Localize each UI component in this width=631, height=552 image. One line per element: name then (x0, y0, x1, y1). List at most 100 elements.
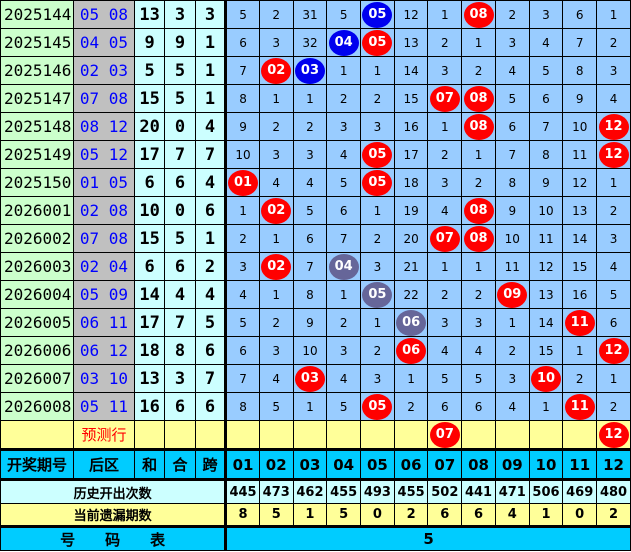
number-cell: 2 (326, 84, 362, 113)
sum-value: 15 (133, 84, 166, 113)
span-value: 1 (194, 28, 228, 57)
number-cell: 1 (360, 56, 395, 85)
missing-count: 2 (596, 503, 631, 527)
table-row: 2025149 05 12 17 7 7 10 3 3 4 05 17 2 1 7 8 11 12 (0, 140, 631, 169)
sum-value: 13 (133, 0, 166, 29)
number-cell: 08 (461, 84, 496, 113)
header-number: 11 (562, 448, 598, 481)
number-cell: 7 (225, 364, 260, 393)
number-cell: 2 (596, 28, 631, 57)
number-cell: 2 (393, 392, 429, 421)
sum-tail: 6 (164, 168, 196, 197)
number-cell: 4 (326, 140, 362, 169)
ball-red: 10 (530, 365, 561, 392)
number-cell: 10 (292, 336, 328, 365)
sum-value: 9 (133, 28, 166, 57)
number-cell: 1 (461, 252, 496, 281)
ball-blue: 05 (362, 1, 393, 28)
span-value: 1 (194, 84, 228, 113)
number-cell: 5 (427, 364, 463, 393)
prediction-cell (494, 420, 530, 450)
number-cell: 1 (596, 0, 631, 29)
empty-cell (164, 420, 196, 450)
number-cell: 6 (427, 392, 463, 421)
header-number: 12 (596, 448, 631, 481)
number-cell: 1 (461, 28, 496, 57)
sum-tail: 3 (164, 0, 196, 29)
issue-number: 2026001 (0, 196, 75, 225)
number-cell: 11 (562, 392, 598, 421)
number-cell: 5 (225, 308, 260, 337)
number-cell: 7 (562, 28, 598, 57)
number-cell: 1 (494, 308, 530, 337)
ball-red: 12 (598, 141, 629, 168)
number-cell: 2 (562, 364, 598, 393)
prediction-cell (528, 420, 564, 450)
header-number: 03 (292, 448, 328, 481)
number-cell: 8 (562, 56, 598, 85)
sum-value: 18 (133, 336, 166, 365)
number-cell: 9 (292, 308, 328, 337)
number-cell: 3 (292, 140, 328, 169)
number-cell: 8 (292, 280, 328, 309)
number-cell: 10 (528, 196, 564, 225)
number-cell: 4 (461, 336, 496, 365)
number-cell: 05 (360, 280, 395, 309)
header-number: 07 (427, 448, 463, 481)
prediction-cell (393, 420, 429, 450)
missing-label: 当前遗漏期数 (0, 503, 228, 527)
number-cell: 6 (461, 392, 496, 421)
number-cell: 1 (360, 196, 395, 225)
number-cell: 15 (528, 336, 564, 365)
history-count: 480 (596, 479, 631, 504)
table-row: 2025147 07 08 15 5 1 8 1 1 2 2 15 07 08 5 6 9 4 (0, 84, 631, 113)
prediction-cell (562, 420, 598, 450)
header-issue: 开奖期号 (0, 448, 75, 481)
number-cell: 1 (427, 252, 463, 281)
issue-number: 2025144 (0, 0, 75, 29)
number-cell: 06 (393, 308, 429, 337)
ball-grey: 06 (396, 309, 427, 336)
span-value: 1 (194, 56, 228, 85)
number-cell: 05 (360, 168, 395, 197)
number-cell: 2 (360, 84, 395, 113)
number-cell: 05 (360, 28, 395, 57)
number-cell: 2 (258, 308, 294, 337)
number-cell: 1 (292, 392, 328, 421)
ball-red: 11 (564, 309, 595, 336)
number-cell: 3 (494, 364, 530, 393)
span-value: 6 (194, 336, 228, 365)
sum-value: 6 (133, 168, 166, 197)
number-cell: 5 (494, 84, 530, 113)
number-cell: 2 (427, 28, 463, 57)
issue-number: 2026005 (0, 308, 75, 337)
number-cell: 1 (461, 140, 496, 169)
number-cell: 13 (528, 280, 564, 309)
ball-grey: 04 (328, 253, 359, 280)
number-cell: 04 (326, 252, 362, 281)
back-numbers: 07 08 (73, 224, 135, 253)
number-cell: 7 (292, 252, 328, 281)
number-cell: 1 (258, 280, 294, 309)
header-tail: 合 (164, 448, 196, 481)
sum-tail: 5 (164, 56, 196, 85)
issue-number: 2025150 (0, 168, 75, 197)
number-cell: 3 (427, 308, 463, 337)
number-cell: 2 (427, 140, 463, 169)
span-value: 5 (194, 308, 228, 337)
number-cell: 11 (528, 224, 564, 253)
number-cell: 1 (596, 364, 631, 393)
prediction-row: 预测行 07 12 (0, 420, 631, 450)
number-cell: 14 (562, 224, 598, 253)
missing-count: 5 (258, 503, 294, 527)
number-cell: 6 (292, 224, 328, 253)
ball-red: 02 (261, 57, 292, 84)
history-count: 502 (427, 479, 463, 504)
ball-red: 08 (463, 197, 494, 224)
number-cell: 12 (528, 252, 564, 281)
history-count: 493 (360, 479, 395, 504)
number-cell: 6 (225, 28, 260, 57)
sum-tail: 6 (164, 252, 196, 281)
